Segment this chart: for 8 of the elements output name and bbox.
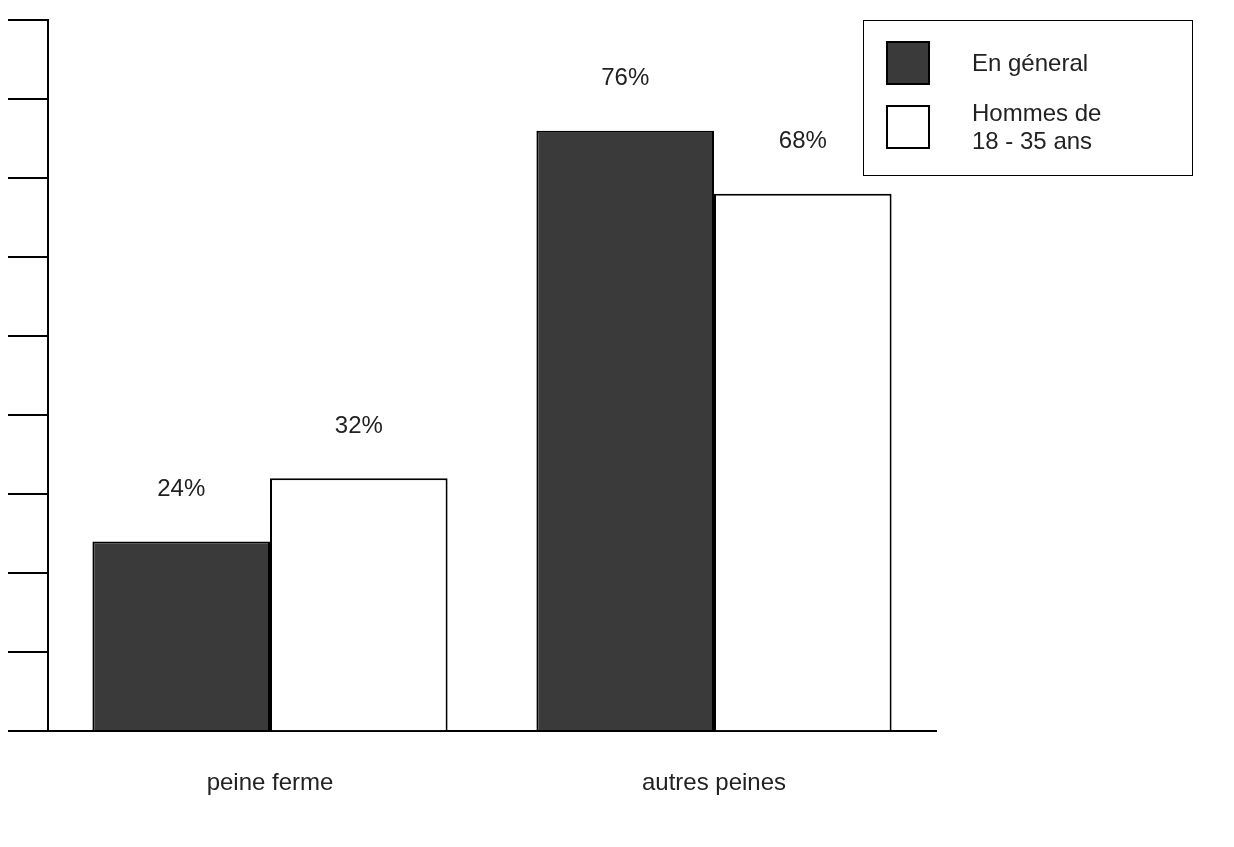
data-label: 24% bbox=[157, 474, 206, 502]
legend-label: En géneral bbox=[972, 49, 1090, 77]
x-tick-label: peine ferme bbox=[206, 768, 334, 796]
legend-frame: En géneral Hommes de 18 - 35 ans bbox=[863, 20, 1193, 176]
data-label: 32% bbox=[334, 410, 383, 438]
data-label: 68% bbox=[778, 126, 827, 154]
data-label: 76% bbox=[601, 63, 650, 91]
x-tick-label: autres peines bbox=[641, 768, 787, 796]
